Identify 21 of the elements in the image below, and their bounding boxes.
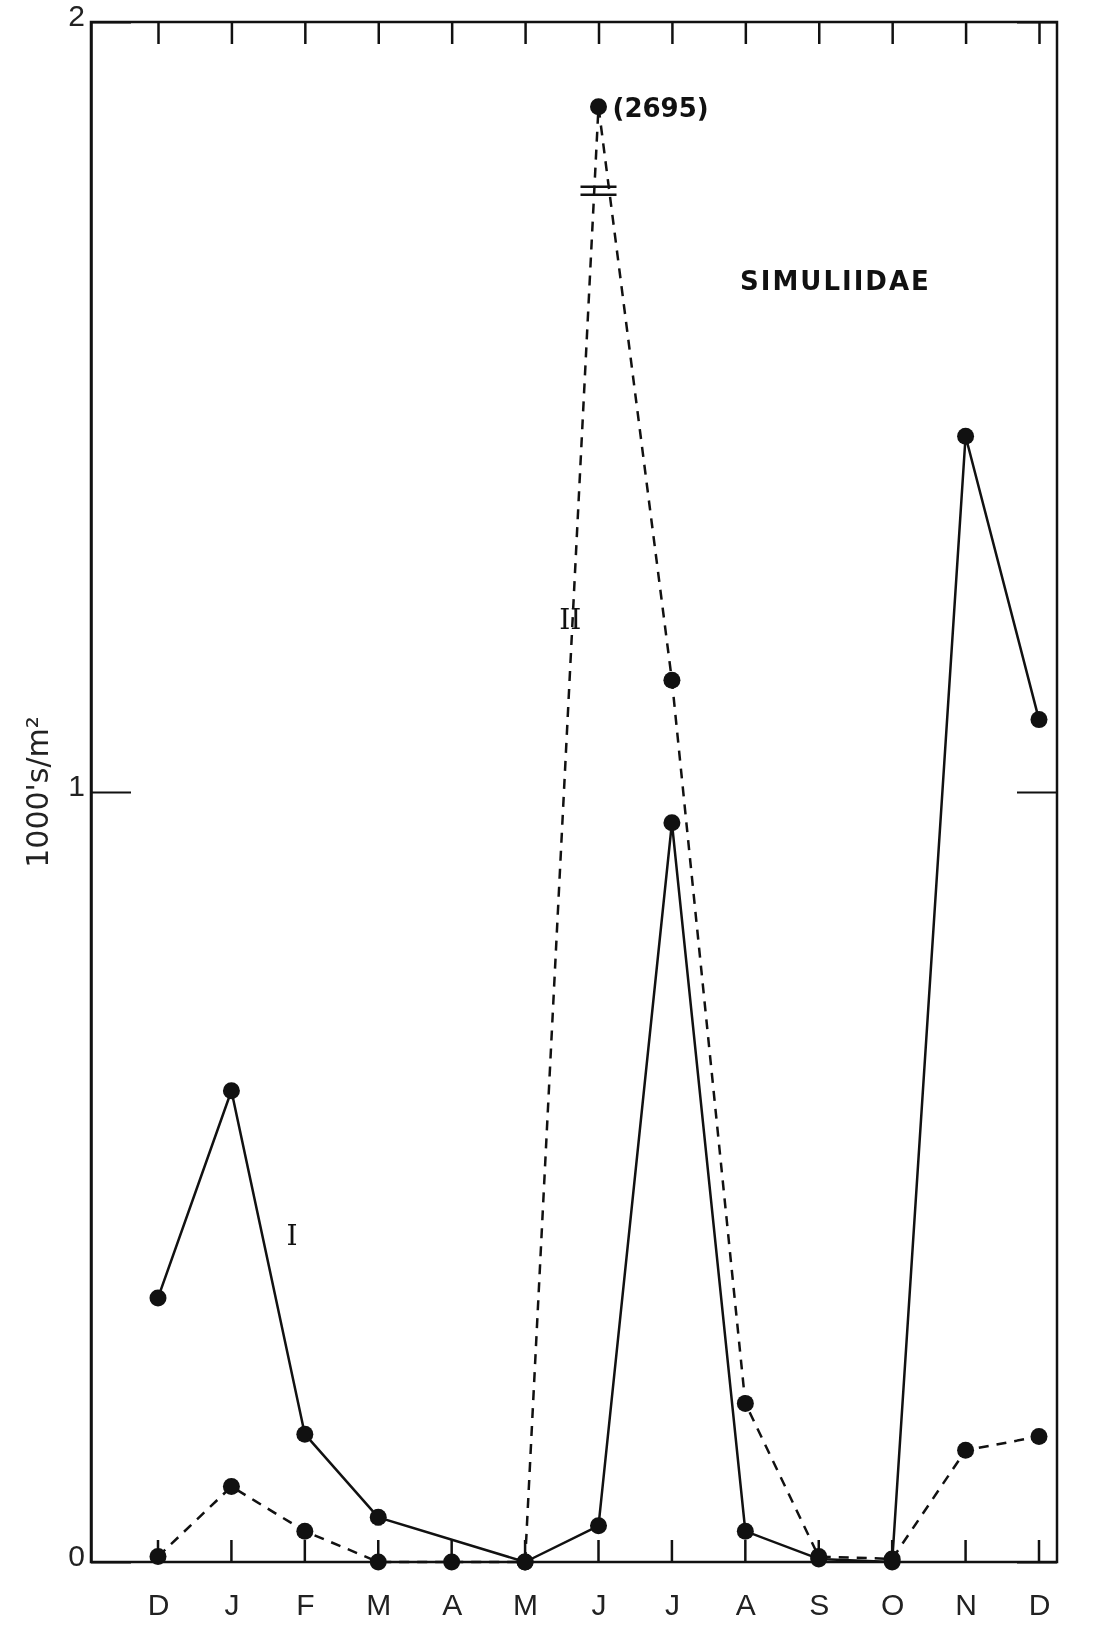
series-label: II — [559, 602, 582, 636]
x-tick-label: A — [735, 1588, 756, 1622]
x-tick-label: N — [955, 1588, 977, 1622]
x-tick-label: J — [224, 1588, 240, 1622]
y-tick-label: 2 — [68, 0, 85, 32]
x-tick-label: A — [442, 1588, 463, 1622]
x-tick-label: D — [1028, 1588, 1051, 1622]
y-tick-label: 0 — [68, 1538, 85, 1572]
x-tick-label: O — [880, 1588, 905, 1622]
y-axis-title: 1000's/m² — [20, 716, 55, 868]
annotation: SIMULIIDAE — [740, 266, 931, 296]
x-tick-label: F — [296, 1588, 315, 1622]
x-tick-label: S — [809, 1588, 830, 1622]
x-tick-label: M — [513, 1588, 539, 1622]
x-tick-label: J — [664, 1588, 680, 1622]
annotation: (2695) — [612, 92, 709, 123]
series-label: I — [286, 1219, 298, 1253]
x-tick-label: J — [591, 1588, 607, 1622]
x-tick-label: D — [147, 1588, 170, 1622]
x-tick-label: M — [366, 1588, 392, 1622]
y-tick-label: 1 — [68, 768, 85, 802]
